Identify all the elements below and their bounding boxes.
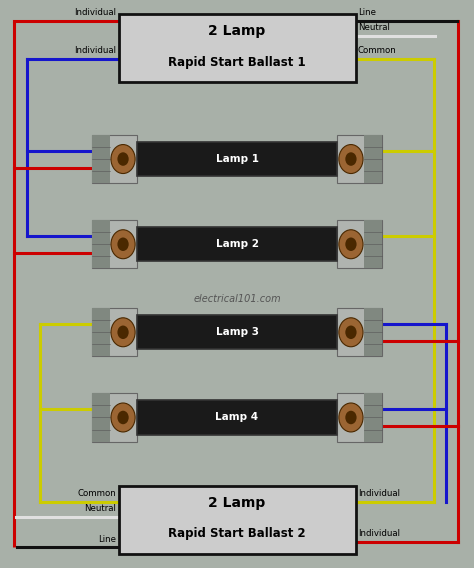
Text: electrical101.com: electrical101.com xyxy=(193,294,281,304)
Circle shape xyxy=(118,411,128,424)
Circle shape xyxy=(118,152,128,166)
Text: Individual: Individual xyxy=(358,529,400,538)
Text: Line: Line xyxy=(98,534,116,544)
Circle shape xyxy=(339,403,363,432)
Bar xyxy=(92,135,137,183)
Bar xyxy=(137,315,337,349)
Bar xyxy=(118,486,356,554)
Circle shape xyxy=(339,145,363,174)
Text: Lamp 3: Lamp 3 xyxy=(216,327,258,337)
Bar xyxy=(92,220,137,269)
Bar xyxy=(337,308,382,357)
Bar xyxy=(92,220,109,269)
Bar xyxy=(92,135,109,183)
Circle shape xyxy=(345,237,356,251)
Text: Rapid Start Ballast 2: Rapid Start Ballast 2 xyxy=(168,528,306,540)
Text: Common: Common xyxy=(77,488,116,498)
Text: Individual: Individual xyxy=(74,8,116,17)
Text: Individual: Individual xyxy=(358,488,400,498)
Circle shape xyxy=(339,318,363,346)
Circle shape xyxy=(345,411,356,424)
Circle shape xyxy=(345,325,356,339)
Text: 2 Lamp: 2 Lamp xyxy=(209,496,265,509)
Circle shape xyxy=(111,318,135,346)
Text: Individual: Individual xyxy=(74,45,116,55)
Bar xyxy=(92,308,137,357)
Text: Lamp 4: Lamp 4 xyxy=(216,412,258,423)
Bar xyxy=(337,394,382,442)
Circle shape xyxy=(118,325,128,339)
Text: 2 Lamp: 2 Lamp xyxy=(209,24,265,38)
Text: Lamp 2: Lamp 2 xyxy=(216,239,258,249)
Bar xyxy=(337,220,382,269)
Bar xyxy=(137,400,337,435)
Circle shape xyxy=(111,145,135,174)
Bar xyxy=(365,394,382,442)
Text: Neutral: Neutral xyxy=(358,23,390,32)
Circle shape xyxy=(345,152,356,166)
Bar xyxy=(137,142,337,176)
Bar xyxy=(365,220,382,269)
Bar xyxy=(92,394,109,442)
Bar xyxy=(365,135,382,183)
Circle shape xyxy=(111,403,135,432)
Bar xyxy=(337,135,382,183)
Bar xyxy=(118,14,356,82)
Bar xyxy=(92,308,109,357)
Bar xyxy=(365,308,382,357)
Bar xyxy=(92,394,137,442)
Text: Common: Common xyxy=(358,45,397,55)
Text: Lamp 1: Lamp 1 xyxy=(216,154,258,164)
Text: Line: Line xyxy=(358,8,376,17)
Circle shape xyxy=(111,230,135,259)
Bar xyxy=(137,227,337,261)
Text: Neutral: Neutral xyxy=(84,504,116,513)
Text: Rapid Start Ballast 1: Rapid Start Ballast 1 xyxy=(168,56,306,69)
Circle shape xyxy=(339,230,363,259)
Circle shape xyxy=(118,237,128,251)
